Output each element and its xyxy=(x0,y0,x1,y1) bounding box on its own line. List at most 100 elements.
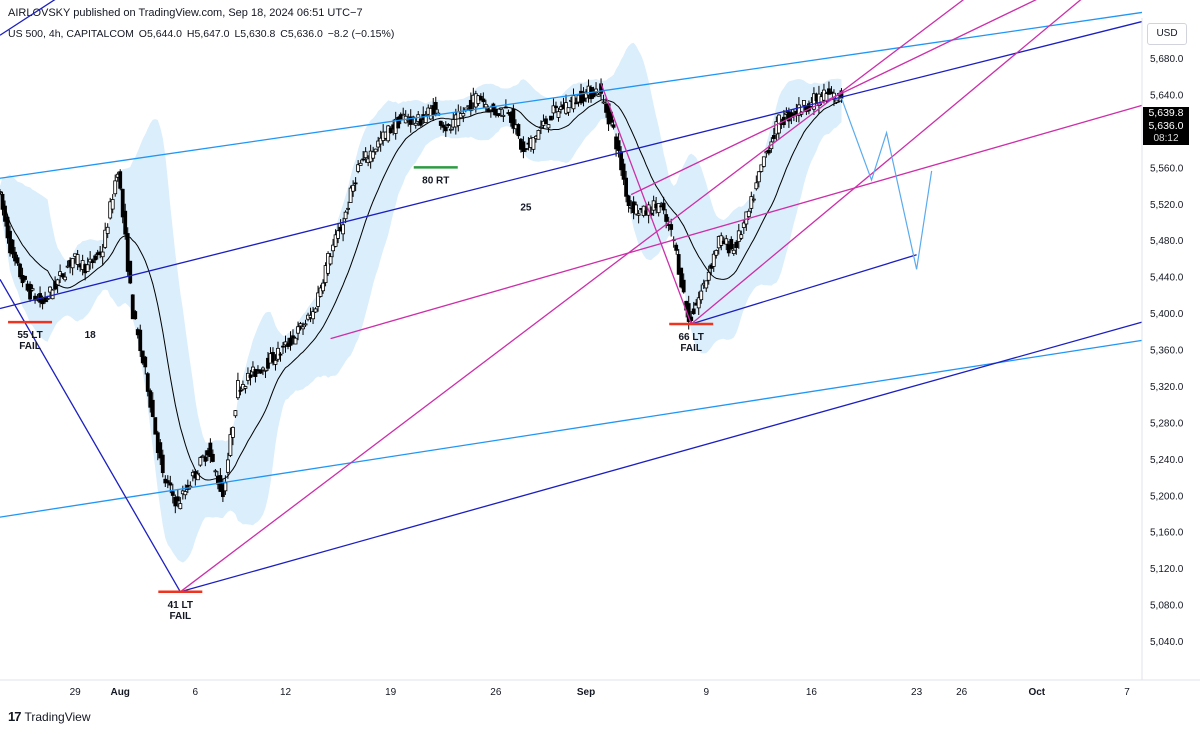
candle-body xyxy=(802,100,806,106)
annotation-label: FAIL xyxy=(19,341,41,352)
candle-body xyxy=(524,148,528,150)
candle-body xyxy=(744,211,749,225)
candle xyxy=(549,115,553,121)
candle xyxy=(105,223,110,239)
candle xyxy=(807,100,811,115)
candle xyxy=(491,102,496,116)
candle xyxy=(481,92,486,109)
projected-path xyxy=(840,97,933,270)
annotation-label: 66 LT xyxy=(679,332,704,343)
candle-body xyxy=(198,457,203,466)
candle-body xyxy=(328,256,333,265)
candle-body xyxy=(173,496,178,507)
candle-body xyxy=(551,105,556,114)
candle xyxy=(210,449,215,463)
symbol-info-bar: US 500, 4h, CAPITALCOM O5,644.0 H5,647.0… xyxy=(8,28,396,40)
candle xyxy=(691,301,696,315)
candle xyxy=(448,124,453,134)
candle xyxy=(501,109,506,123)
candle-body xyxy=(699,290,704,301)
candle xyxy=(273,354,278,371)
candle-body xyxy=(679,267,684,288)
candle xyxy=(734,240,739,255)
candle xyxy=(263,369,268,379)
candle xyxy=(323,262,328,287)
candle xyxy=(531,137,536,154)
candle xyxy=(759,164,764,173)
candle xyxy=(178,497,183,510)
candle-body xyxy=(531,137,536,150)
symbol-name[interactable]: US 500, 4h, CAPITALCOM xyxy=(8,28,134,40)
bollinger-band-layer xyxy=(0,42,842,563)
candle-body xyxy=(358,162,363,166)
candle-body xyxy=(120,188,125,218)
candle xyxy=(110,194,115,214)
candle xyxy=(751,194,756,203)
candle xyxy=(85,257,90,272)
candle-body xyxy=(333,234,338,247)
candle xyxy=(544,115,548,124)
candle xyxy=(128,260,133,285)
candle-body xyxy=(200,455,205,458)
candle-body xyxy=(691,308,696,315)
candle xyxy=(796,97,801,123)
candle-body xyxy=(75,254,80,265)
moving-average-line xyxy=(0,99,842,481)
candle xyxy=(316,285,320,312)
candle xyxy=(148,388,153,413)
magenta-fan-mid xyxy=(630,0,1037,196)
candle-body xyxy=(100,251,105,258)
candle xyxy=(363,147,368,163)
candle xyxy=(361,150,366,162)
x-tick-label: 23 xyxy=(911,687,923,698)
candle-body xyxy=(596,94,601,97)
candle xyxy=(123,203,128,240)
candle-body xyxy=(158,442,163,459)
x-tick-label: 7 xyxy=(1124,687,1130,698)
candle-body xyxy=(168,482,173,486)
candle-body xyxy=(501,114,506,117)
candle xyxy=(724,235,729,251)
tradingview-logo-icon: 17 xyxy=(8,709,22,724)
dark-blue-top-segment xyxy=(0,0,56,36)
candle xyxy=(228,427,233,458)
candle-body xyxy=(331,244,335,252)
annotation-label: 25 xyxy=(520,203,532,214)
candle xyxy=(556,107,561,122)
price-tag-high: 5,639.8 xyxy=(1143,107,1189,120)
candle xyxy=(739,230,744,241)
candle-body xyxy=(491,103,496,113)
candle-body xyxy=(461,113,466,117)
candle-body xyxy=(371,151,376,159)
footer-brand-name[interactable]: TradingView xyxy=(24,709,91,724)
candle-body xyxy=(281,345,285,348)
candle xyxy=(679,267,684,289)
candle-body xyxy=(734,241,739,248)
candle-body xyxy=(674,244,679,251)
annotation-label: 55 LT xyxy=(17,330,42,341)
currency-button[interactable]: USD xyxy=(1147,23,1187,45)
candle xyxy=(281,342,285,355)
candle-body xyxy=(571,95,576,110)
candle xyxy=(516,123,521,139)
magenta-fan-steep xyxy=(179,0,965,593)
y-tick-label: 5,120.0 xyxy=(1150,564,1184,575)
dark-blue-mid-channel xyxy=(0,20,1143,310)
candle-body xyxy=(574,102,578,105)
candle xyxy=(336,223,340,244)
candle-body xyxy=(656,203,661,213)
candle xyxy=(714,249,719,259)
candle xyxy=(699,284,704,304)
candle-body xyxy=(293,337,298,345)
candle xyxy=(443,121,448,137)
candle-body xyxy=(438,120,443,126)
x-tick-label: 12 xyxy=(280,687,292,698)
candle-body xyxy=(609,111,613,123)
candle-body xyxy=(423,114,428,124)
candle-body xyxy=(696,297,701,309)
candle xyxy=(93,253,98,264)
candle xyxy=(75,249,80,271)
candle-body xyxy=(15,257,20,264)
